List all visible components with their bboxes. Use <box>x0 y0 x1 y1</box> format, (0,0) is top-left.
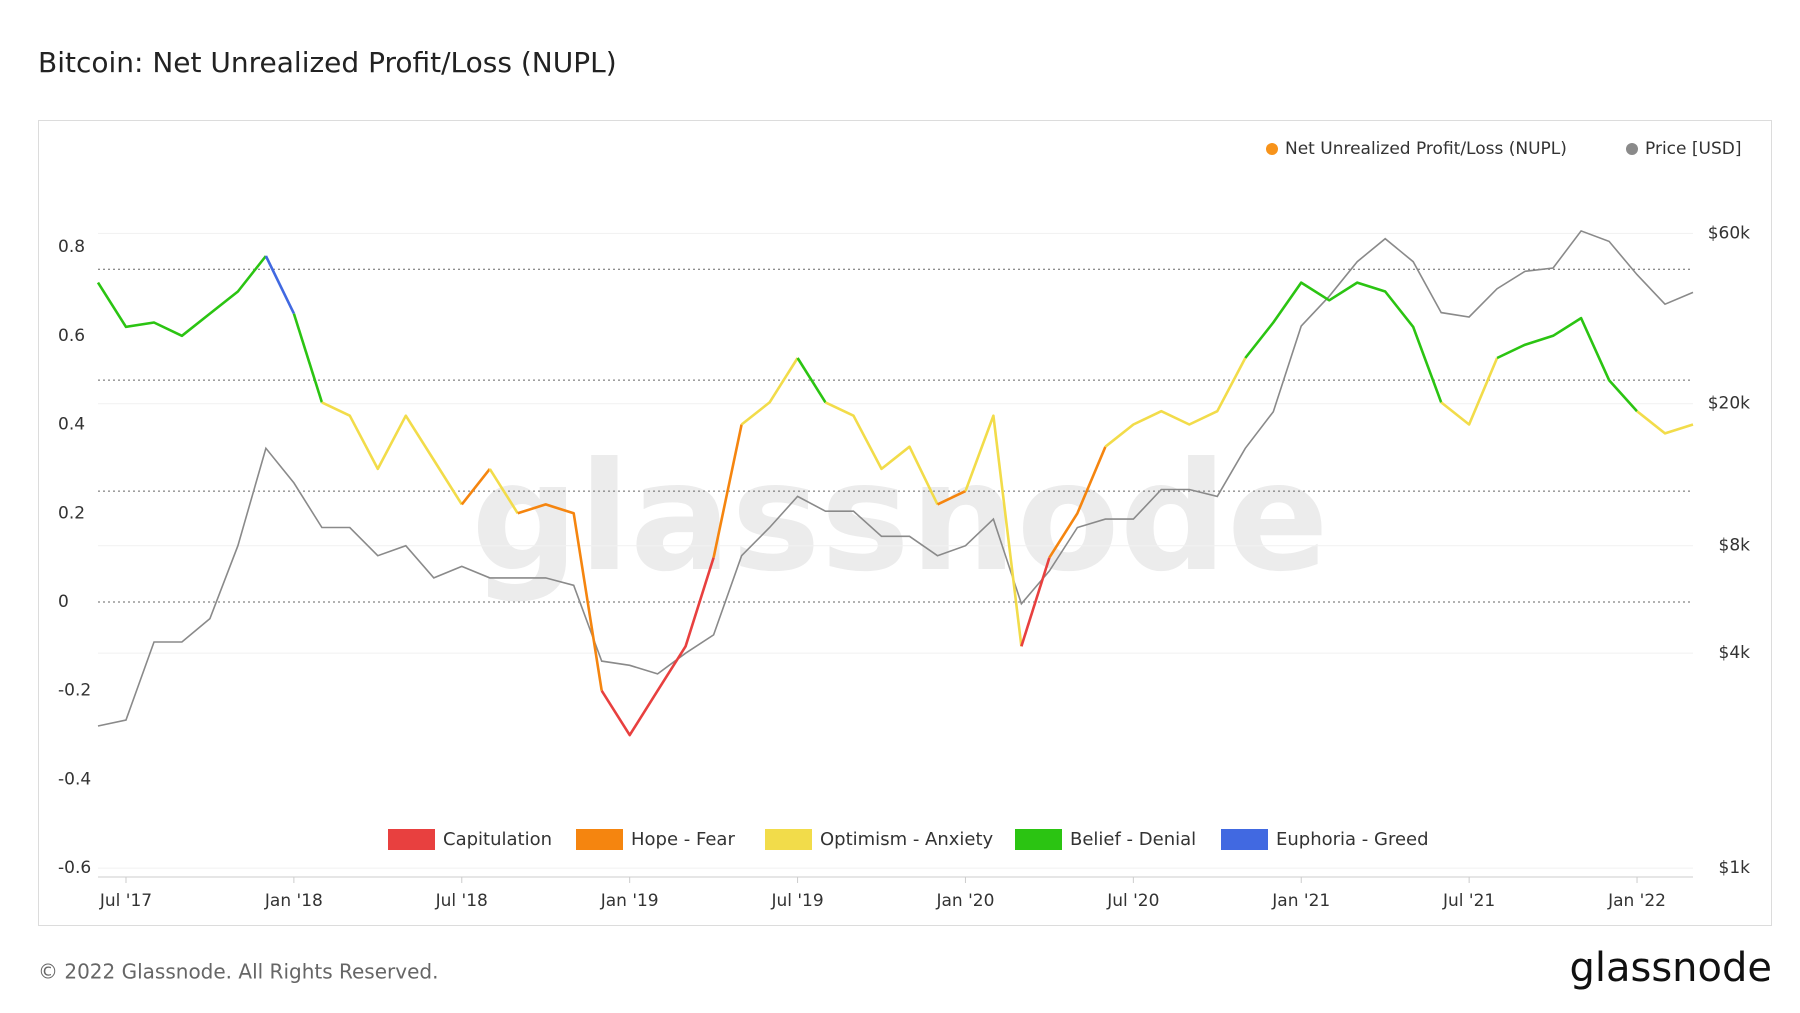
legend-label: Price [USD] <box>1645 139 1741 159</box>
copyright: © 2022 Glassnode. All Rights Reserved. <box>38 960 438 984</box>
nupl-line <box>936 489 967 506</box>
nupl-line <box>292 313 324 403</box>
zone-label: Capitulation <box>443 829 552 850</box>
y2-tick-label: $4k <box>1719 643 1751 663</box>
legend-dot <box>1626 143 1638 155</box>
x-tick-label: Jul '20 <box>1106 891 1159 911</box>
x-tick-label: Jan '18 <box>264 891 323 911</box>
y2-tick-label: $20k <box>1708 394 1750 414</box>
zone-label: Euphoria - Greed <box>1276 829 1429 850</box>
y-tick-label: -0.4 <box>58 769 91 789</box>
logo: glassnode <box>1569 945 1772 991</box>
zone-swatch <box>388 829 435 850</box>
legend-label: Net Unrealized Profit/Loss (NUPL) <box>1285 139 1567 159</box>
zone-label: Hope - Fear <box>631 829 735 850</box>
nupl-line <box>740 357 799 426</box>
nupl-line <box>1496 316 1638 413</box>
x-tick-label: Jul '19 <box>770 891 823 911</box>
y2-tick-label: $1k <box>1719 858 1751 878</box>
y-tick-label: 0.2 <box>58 503 85 523</box>
y2-tick-label: $8k <box>1719 536 1751 556</box>
y2-tick-label: $60k <box>1708 223 1750 243</box>
nupl-line <box>1244 281 1443 403</box>
nupl-line <box>1104 357 1247 448</box>
nupl-line <box>796 357 827 404</box>
nupl-line <box>1440 357 1499 426</box>
x-tick-label: Jan '21 <box>1271 891 1330 911</box>
nupl-line <box>1020 557 1051 647</box>
nupl-line <box>517 503 603 691</box>
nupl-line <box>600 557 715 737</box>
zone-swatch <box>765 829 812 850</box>
y-tick-label: -0.2 <box>58 681 91 701</box>
x-tick-label: Jul '17 <box>99 891 152 911</box>
zone-swatch <box>1221 829 1268 850</box>
price-line <box>97 229 1694 727</box>
y-tick-label: 0.8 <box>58 237 85 257</box>
zone-swatch <box>1015 829 1062 850</box>
zone-label: Optimism - Anxiety <box>820 829 994 850</box>
legend-dot <box>1266 143 1278 155</box>
nupl-line <box>264 255 296 315</box>
x-tick-label: Jan '22 <box>1607 891 1666 911</box>
y-tick-label: -0.6 <box>58 858 91 878</box>
y-tick-label: 0.6 <box>58 326 85 346</box>
watermark: glassnode <box>471 431 1329 605</box>
nupl-line <box>96 255 267 338</box>
nupl-line <box>1048 446 1107 559</box>
x-tick-label: Jan '19 <box>600 891 659 911</box>
nupl-line <box>460 468 491 506</box>
nupl-line <box>321 401 463 506</box>
nupl-line <box>964 414 1023 647</box>
x-tick-label: Jan '20 <box>935 891 994 911</box>
nupl-line <box>1636 410 1694 435</box>
chart-title: Bitcoin: Net Unrealized Profit/Loss (NUP… <box>38 46 617 79</box>
nupl-line <box>712 424 743 558</box>
zone-swatch <box>576 829 623 850</box>
y-tick-label: 0.4 <box>58 415 85 435</box>
zone-label: Belief - Denial <box>1070 829 1196 850</box>
nupl-line <box>488 468 519 514</box>
chart-frame <box>38 120 1772 926</box>
x-tick-label: Jul '18 <box>435 891 488 911</box>
x-tick-label: Jul '21 <box>1442 891 1495 911</box>
nupl-line <box>824 401 939 505</box>
y-tick-label: 0 <box>58 592 69 612</box>
